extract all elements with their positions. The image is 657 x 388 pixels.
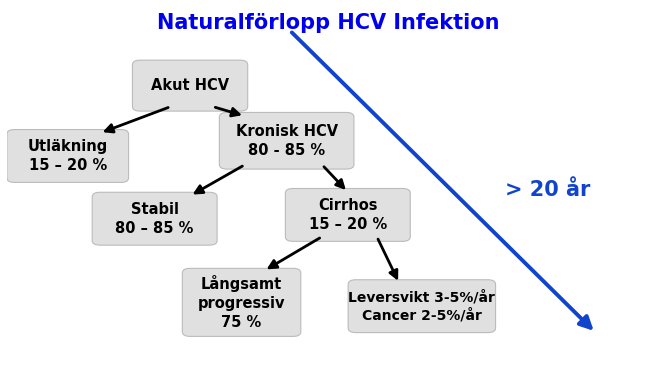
Text: Utläkning
15 – 20 %: Utläkning 15 – 20 % <box>28 139 108 173</box>
FancyBboxPatch shape <box>348 280 495 333</box>
FancyBboxPatch shape <box>92 192 217 245</box>
Text: Cirrhos
15 – 20 %: Cirrhos 15 – 20 % <box>309 198 387 232</box>
Text: Akut HCV: Akut HCV <box>151 78 229 93</box>
Text: Stabil
80 – 85 %: Stabil 80 – 85 % <box>116 202 194 236</box>
Text: > 20 år: > 20 år <box>505 180 590 200</box>
FancyBboxPatch shape <box>219 113 354 169</box>
Text: Långsamt
progressiv
75 %: Långsamt progressiv 75 % <box>198 275 285 330</box>
FancyBboxPatch shape <box>7 130 129 182</box>
Text: Leversvikt 3-5%/år
Cancer 2-5%/år: Leversvikt 3-5%/år Cancer 2-5%/år <box>348 290 495 323</box>
Text: Naturalförlopp HCV Infektion: Naturalförlopp HCV Infektion <box>157 14 500 33</box>
FancyBboxPatch shape <box>285 189 410 241</box>
Text: Kronisk HCV
80 - 85 %: Kronisk HCV 80 - 85 % <box>236 124 338 158</box>
FancyBboxPatch shape <box>183 268 301 336</box>
FancyBboxPatch shape <box>133 60 248 111</box>
